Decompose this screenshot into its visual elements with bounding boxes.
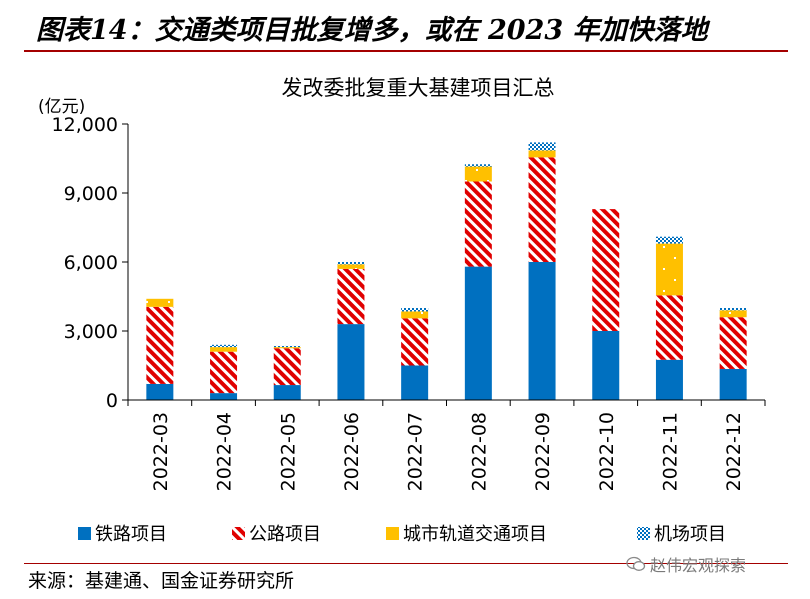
y-tick-label: 0 xyxy=(106,390,118,412)
source-note: 来源：基建通、国金证券研究所 xyxy=(28,570,295,592)
legend: 铁路项目 公路项目 城市轨道交通项目 机场项目 xyxy=(78,524,726,545)
wechat-icon xyxy=(626,556,646,571)
y-tick-label: 6,000 xyxy=(64,252,118,274)
bar-segment-2022-03-s1 xyxy=(146,306,174,384)
bar-segment-2022-04-s0 xyxy=(210,393,238,400)
bar-segment-2022-11-s2 xyxy=(655,243,683,296)
bar-series-group xyxy=(146,142,747,400)
x-axis: 2022-03 2022-04 2022-05 2022-06 2022-07 2022-… xyxy=(127,399,766,491)
bar-segment-2022-10-s0 xyxy=(592,331,620,400)
bar-segment-2022-04-s1 xyxy=(210,351,238,394)
bar-segment-2022-04-s3 xyxy=(210,344,238,348)
bar-segment-2022-09-s0 xyxy=(528,262,556,400)
bar-segment-2022-03-s0 xyxy=(146,383,174,400)
legend-swatch-s1 xyxy=(232,527,245,540)
bar-segment-2022-10-s1 xyxy=(592,209,620,331)
bar-segment-2022-09-s1 xyxy=(528,157,556,262)
bar-segment-2022-12-s1 xyxy=(719,317,747,369)
x-tick-label: 2022-09 xyxy=(532,412,554,491)
bar-segment-2022-09-s2 xyxy=(528,150,556,158)
x-tick-label: 2022-04 xyxy=(214,412,236,491)
bar-segment-2022-07-s3 xyxy=(401,308,429,312)
bar-segment-2022-05-s3 xyxy=(273,345,301,348)
bar-segment-2022-07-s2 xyxy=(401,311,429,319)
y-tick-label: 3,000 xyxy=(64,321,118,343)
x-tick-label: 2022-06 xyxy=(341,412,363,491)
title-divider xyxy=(24,50,788,52)
bar-segment-2022-06-s2 xyxy=(337,264,365,269)
bar-segment-2022-07-s0 xyxy=(401,365,429,400)
legend-label-s3: 机场项目 xyxy=(654,524,726,545)
x-tick-label: 2022-03 xyxy=(150,412,172,491)
bar-segment-2022-08-s0 xyxy=(464,266,492,400)
bar-segment-2022-04-s2 xyxy=(210,347,238,352)
legend-swatch-s2 xyxy=(386,527,399,540)
legend-swatch-s3 xyxy=(637,527,650,540)
bar-segment-2022-12-s3 xyxy=(719,308,747,311)
footer-divider xyxy=(24,563,788,564)
bar-segment-2022-08-s2 xyxy=(464,166,492,182)
stacked-bar-chart: 发改委批复重大基建项目汇总 (亿元) 0 3,000 6,000 9,000 12,00… xyxy=(38,76,766,545)
bar-segment-2022-12-s2 xyxy=(719,310,747,318)
bar-segment-2022-06-s0 xyxy=(337,324,365,400)
bar-segment-2022-11-s1 xyxy=(655,295,683,360)
bar-segment-2022-08-s1 xyxy=(464,181,492,267)
bar-segment-2022-09-s3 xyxy=(528,142,556,151)
bar-segment-2022-07-s1 xyxy=(401,318,429,366)
x-tick-label: 2022-07 xyxy=(405,412,427,491)
bar-segment-2022-06-s1 xyxy=(337,268,365,325)
bar-segment-2022-06-s3 xyxy=(337,262,365,265)
legend-label-s1: 公路项目 xyxy=(249,524,321,545)
chart-title: 发改委批复重大基建项目汇总 xyxy=(282,76,555,100)
legend-label-s2: 城市轨道交通项目 xyxy=(403,524,547,545)
bar-segment-2022-05-s2 xyxy=(273,347,301,349)
y-axis: 0 3,000 6,000 9,000 12,000 xyxy=(52,114,129,412)
bar-segment-2022-11-s3 xyxy=(655,236,683,244)
x-tick-label: 2022-12 xyxy=(723,412,745,491)
legend-label-s0: 铁路项目 xyxy=(95,524,167,545)
figure-title: 图表14：交通类项目批复增多，或在 2023 年加快落地 xyxy=(36,15,708,46)
bar-segment-2022-05-s0 xyxy=(273,385,301,400)
y-tick-label: 9,000 xyxy=(64,183,118,205)
x-tick-label: 2022-10 xyxy=(596,412,618,491)
x-tick-label: 2022-08 xyxy=(468,412,490,491)
x-tick-label: 2022-11 xyxy=(659,412,681,491)
bar-segment-2022-03-s2 xyxy=(146,298,174,307)
y-axis-unit-label: (亿元) xyxy=(38,97,85,117)
x-tick-label: 2022-05 xyxy=(277,412,299,491)
bar-segment-2022-05-s1 xyxy=(273,348,301,386)
watermark-text: 赵伟宏观探索 xyxy=(650,556,747,575)
y-tick-label: 12,000 xyxy=(52,114,118,136)
watermark: 赵伟宏观探索 xyxy=(626,552,746,576)
bar-segment-2022-08-s3 xyxy=(464,164,492,167)
bar-segment-2022-12-s0 xyxy=(719,368,747,400)
legend-swatch-s0 xyxy=(78,527,91,540)
bar-segment-2022-11-s0 xyxy=(655,359,683,400)
